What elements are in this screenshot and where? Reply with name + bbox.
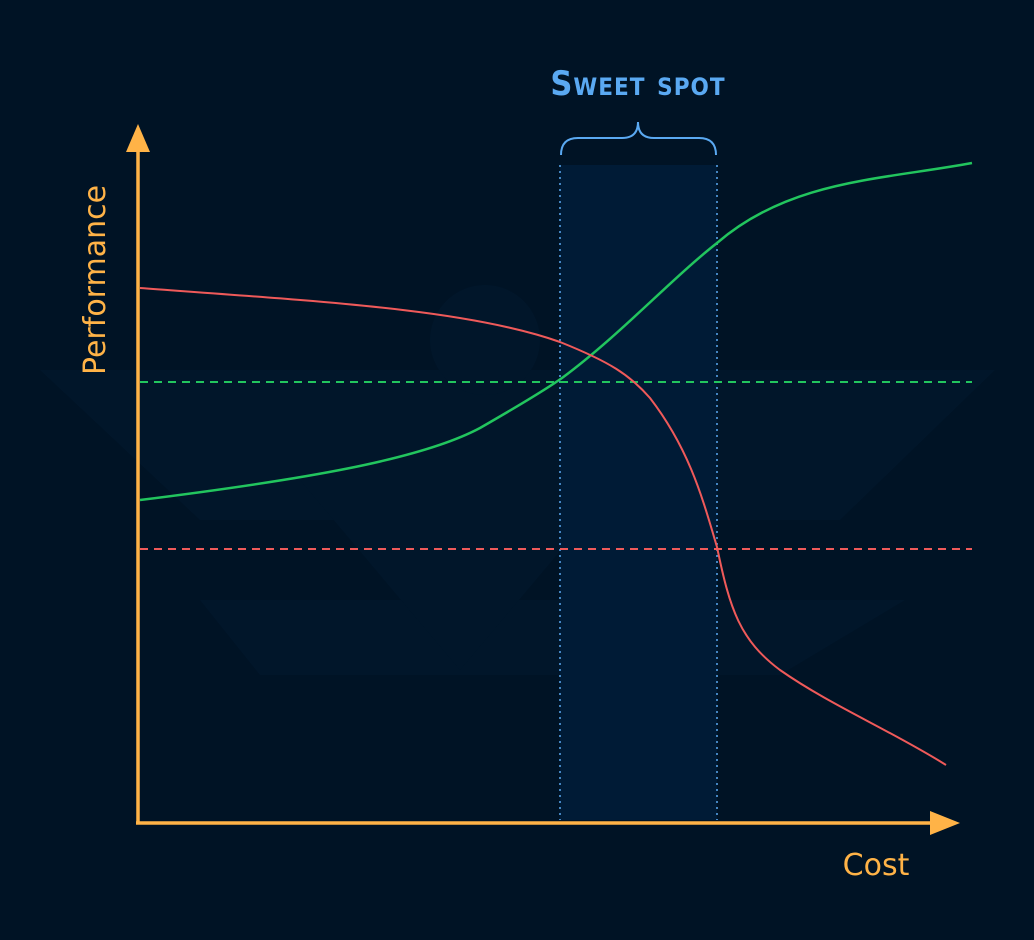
background-watermark [40,285,995,675]
sweet-spot-label: Sweet spot [550,64,725,104]
x-axis-arrow [930,811,960,835]
y-axis-arrow [126,124,150,152]
y-axis-label: Performance [78,185,113,375]
sweet-spot-band [560,165,717,820]
red-series-curve [139,287,947,766]
green-series-curve [139,161,973,502]
x-axis-label: Cost [843,848,910,883]
sweet-spot-brace [560,121,717,156]
